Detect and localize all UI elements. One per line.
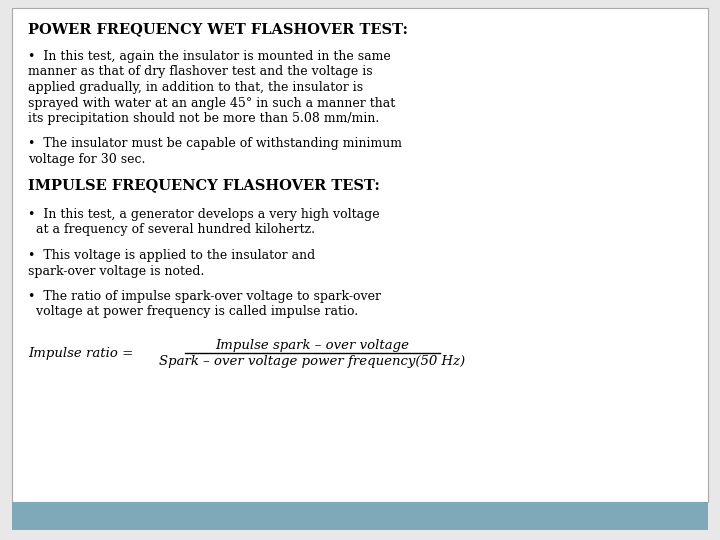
Text: POWER FREQUENCY WET FLASHOVER TEST:: POWER FREQUENCY WET FLASHOVER TEST:	[28, 22, 408, 36]
Text: Impulse spark – over voltage: Impulse spark – over voltage	[215, 339, 410, 352]
Text: •  The insulator must be capable of withstanding minimum: • The insulator must be capable of withs…	[28, 138, 402, 151]
Text: at a frequency of several hundred kilohertz.: at a frequency of several hundred kilohe…	[28, 224, 315, 237]
Text: •  This voltage is applied to the insulator and: • This voltage is applied to the insulat…	[28, 249, 315, 262]
Text: sprayed with water at an angle 45° in such a manner that: sprayed with water at an angle 45° in su…	[28, 97, 395, 110]
Text: voltage for 30 sec.: voltage for 30 sec.	[28, 153, 145, 166]
Text: Impulse ratio =: Impulse ratio =	[28, 347, 133, 360]
Text: •  The ratio of impulse spark-over voltage to spark-over: • The ratio of impulse spark-over voltag…	[28, 290, 381, 303]
Text: manner as that of dry flashover test and the voltage is: manner as that of dry flashover test and…	[28, 65, 373, 78]
Text: voltage at power frequency is called impulse ratio.: voltage at power frequency is called imp…	[28, 306, 358, 319]
Text: spark-over voltage is noted.: spark-over voltage is noted.	[28, 265, 204, 278]
Text: •  In this test, a generator develops a very high voltage: • In this test, a generator develops a v…	[28, 208, 379, 221]
Text: its precipitation should not be more than 5.08 mm/min.: its precipitation should not be more tha…	[28, 112, 379, 125]
Text: IMPULSE FREQUENCY FLASHOVER TEST:: IMPULSE FREQUENCY FLASHOVER TEST:	[28, 179, 380, 192]
Text: Spark – over voltage power frequency(50 Hz): Spark – over voltage power frequency(50 …	[159, 355, 466, 368]
Text: applied gradually, in addition to that, the insulator is: applied gradually, in addition to that, …	[28, 81, 363, 94]
Text: •  In this test, again the insulator is mounted in the same: • In this test, again the insulator is m…	[28, 50, 391, 63]
